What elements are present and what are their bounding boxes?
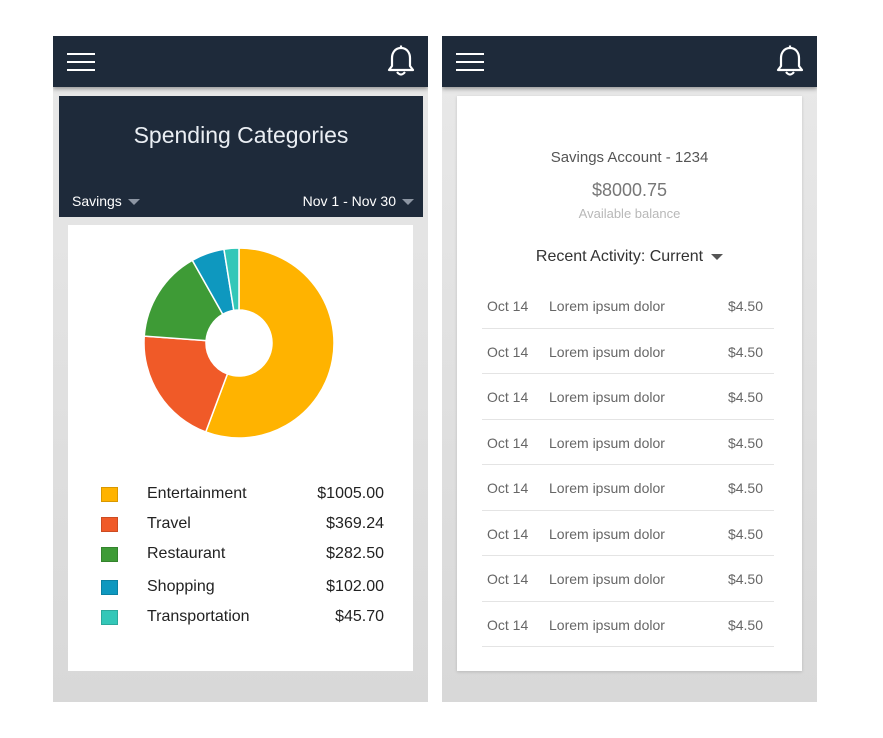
legend-label: Entertainment xyxy=(147,485,247,502)
legend-label: Travel xyxy=(147,515,191,532)
account-card: Savings Account - 1234 $8000.75 Availabl… xyxy=(457,96,802,671)
app-bar xyxy=(53,36,428,87)
caret-down-icon xyxy=(711,253,724,260)
transaction-amount: $4.50 xyxy=(727,571,763,587)
legend-swatch xyxy=(101,517,118,532)
legend-swatch xyxy=(101,610,118,625)
legend-item: Travel $369.24 xyxy=(101,515,384,535)
transaction-amount: $4.50 xyxy=(727,616,763,633)
transaction-date: Oct 14 xyxy=(487,389,529,405)
transaction-amount: $4.50 xyxy=(727,434,763,451)
legend-value: $1005.00 xyxy=(317,485,384,502)
transaction-row[interactable]: Oct 14 Lorem ipsum dolor $4.50 xyxy=(482,465,774,511)
legend-label: Restaurant xyxy=(147,545,226,562)
transaction-row[interactable]: Oct 14 Lorem ipsum dolor $4.50 xyxy=(482,374,774,420)
pie-slice-travel xyxy=(143,335,229,433)
transaction-amount: $4.50 xyxy=(727,389,763,405)
account-name: Savings Account - 1234 xyxy=(550,149,709,166)
legend-value: $369.24 xyxy=(326,515,384,532)
transaction-date: Oct 14 xyxy=(487,298,529,314)
legend-label: Shopping xyxy=(147,578,215,595)
legend-item: Shopping $102.00 xyxy=(101,578,384,598)
transaction-description: Lorem ipsum dolor xyxy=(549,525,665,542)
pie-slice-transportation xyxy=(223,247,240,312)
transaction-row[interactable]: Oct 14 Lorem ipsum dolor $4.50 xyxy=(482,511,774,556)
app-bar xyxy=(442,36,817,87)
menu-icon[interactable] xyxy=(67,51,95,73)
legend-swatch xyxy=(101,487,118,502)
transaction-description: Lorem ipsum dolor xyxy=(549,343,665,360)
account-dropdown[interactable]: Savings xyxy=(72,193,140,209)
spending-card: Entertainment $1005.00 Travel $369.24 Restau… xyxy=(68,225,413,671)
recent-activity-dropdown[interactable]: Recent Activity: Current xyxy=(457,248,802,266)
spending-header: Spending Categories Savings Nov 1 - Nov … xyxy=(59,96,423,217)
transaction-date: Oct 14 xyxy=(487,343,529,360)
transaction-description: Lorem ipsum dolor xyxy=(549,571,665,587)
date-range-dropdown[interactable]: Nov 1 - Nov 30 xyxy=(303,193,414,209)
legend-item: Entertainment $1005.00 xyxy=(101,485,384,505)
transaction-description: Lorem ipsum dolor xyxy=(549,298,665,314)
transaction-description: Lorem ipsum dolor xyxy=(549,480,665,496)
transaction-amount: $4.50 xyxy=(727,525,763,542)
pie-slice-entertainment xyxy=(204,247,335,439)
transaction-list: Oct 14 Lorem ipsum dolor $4.50 Oct 14 Lorem … xyxy=(482,283,774,647)
transaction-date: Oct 14 xyxy=(487,434,529,451)
transaction-date: Oct 14 xyxy=(487,616,529,633)
page-title: Spending Categories xyxy=(133,122,349,148)
bell-icon[interactable] xyxy=(386,45,416,77)
account-dropdown-label: Savings xyxy=(72,193,122,209)
transaction-row[interactable]: Oct 14 Lorem ipsum dolor $4.50 xyxy=(482,283,774,329)
menu-icon[interactable] xyxy=(456,51,484,73)
balance-label: Available balance xyxy=(578,206,681,221)
transaction-amount: $4.50 xyxy=(727,480,763,496)
legend-value: $102.00 xyxy=(326,578,384,595)
legend-item: Restaurant $282.50 xyxy=(101,545,384,565)
bell-icon[interactable] xyxy=(775,45,805,77)
transaction-row[interactable]: Oct 14 Lorem ipsum dolor $4.50 xyxy=(482,556,774,602)
transaction-date: Oct 14 xyxy=(487,480,529,496)
transaction-row[interactable]: Oct 14 Lorem ipsum dolor $4.50 xyxy=(482,420,774,465)
legend-item: Transportation $45.70 xyxy=(101,608,384,628)
transaction-description: Lorem ipsum dolor xyxy=(549,389,665,405)
account-screen: Savings Account - 1234 $8000.75 Availabl… xyxy=(442,36,817,702)
transaction-description: Lorem ipsum dolor xyxy=(549,434,665,451)
legend-value: $45.70 xyxy=(335,608,384,625)
transaction-date: Oct 14 xyxy=(487,525,529,542)
donut-chart xyxy=(143,247,335,439)
spending-screen: Spending Categories Savings Nov 1 - Nov … xyxy=(53,36,428,702)
account-balance: $8000.75 xyxy=(591,180,668,200)
transaction-date: Oct 14 xyxy=(487,571,529,587)
legend-value: $282.50 xyxy=(326,545,384,562)
legend-swatch xyxy=(101,580,118,595)
transaction-row[interactable]: Oct 14 Lorem ipsum dolor $4.50 xyxy=(482,602,774,647)
transaction-amount: $4.50 xyxy=(727,298,763,314)
date-range-label: Nov 1 - Nov 30 xyxy=(302,193,396,209)
legend-label: Transportation xyxy=(147,608,250,625)
transaction-amount: $4.50 xyxy=(727,343,763,360)
transaction-row[interactable]: Oct 14 Lorem ipsum dolor $4.50 xyxy=(482,329,774,374)
legend-swatch xyxy=(101,547,118,562)
caret-down-icon xyxy=(402,199,414,206)
caret-down-icon xyxy=(127,199,140,206)
recent-activity-label: Recent Activity: Current xyxy=(535,248,704,265)
transaction-description: Lorem ipsum dolor xyxy=(549,616,665,633)
